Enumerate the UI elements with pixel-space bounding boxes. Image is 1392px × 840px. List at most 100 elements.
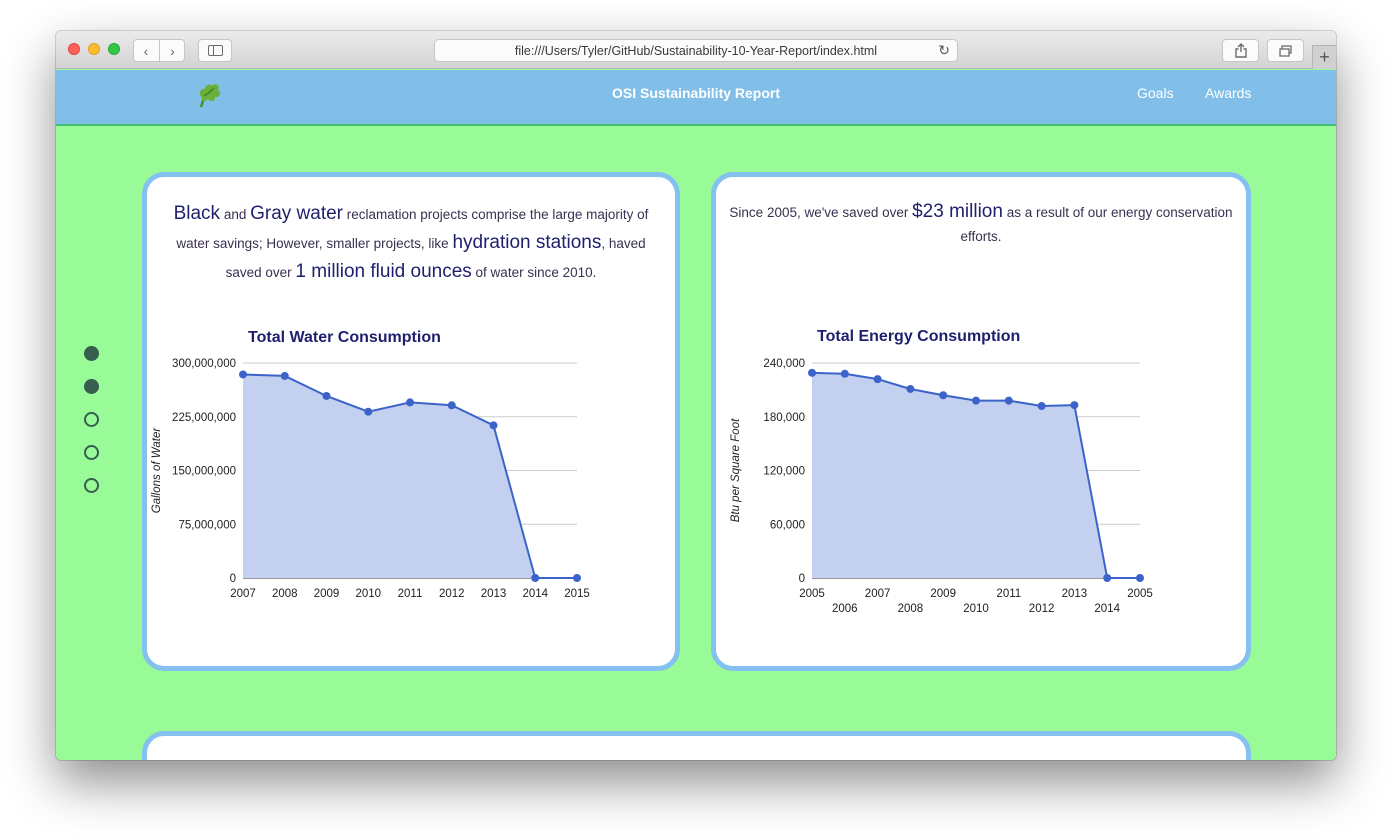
x-tick-label: 2013 <box>481 588 507 600</box>
highlight-black: Black <box>173 203 221 224</box>
x-tick-label: 2014 <box>522 588 548 600</box>
data-point <box>447 401 456 410</box>
nav-link-awards[interactable]: Awards <box>1205 85 1252 101</box>
back-button[interactable]: ‹ <box>133 40 159 61</box>
data-point <box>972 396 980 405</box>
next-section-card <box>142 731 1251 760</box>
x-tick-label: 2005 <box>1127 588 1153 600</box>
water-blurb: Black and Gray water reclamation project… <box>169 200 653 287</box>
leaf-logo-icon[interactable] <box>196 80 222 110</box>
x-tick-label: 2008 <box>272 588 298 600</box>
data-point <box>489 421 498 430</box>
share-button[interactable] <box>1222 39 1259 62</box>
plus-icon: + <box>1319 47 1330 67</box>
sidebar-toggle-button[interactable] <box>198 39 232 62</box>
chart-title: Total Water Consumption <box>248 329 441 346</box>
close-window-button[interactable] <box>68 43 80 55</box>
y-tick-label: 240,000 <box>763 358 805 370</box>
data-point <box>808 368 816 377</box>
site-title: OSI Sustainability Report <box>611 85 781 101</box>
highlight-fluid-ounces: 1 million fluid ounces <box>295 261 472 282</box>
x-tick-label: 2005 <box>799 588 825 600</box>
pager-dot[interactable] <box>84 478 99 493</box>
chart-title: Total Energy Consumption <box>817 328 1020 345</box>
sidebar-icon <box>207 45 223 56</box>
energy-blurb: Since 2005, we've saved over $23 million… <box>726 200 1236 249</box>
data-point <box>239 370 247 379</box>
highlight-hydration-stations: hydration stations <box>452 232 602 253</box>
x-tick-label: 2014 <box>1094 603 1120 615</box>
area-fill <box>812 372 1140 578</box>
y-tick-label: 120,000 <box>763 466 805 478</box>
blurb-text: Since 2005, we've saved over <box>729 205 913 220</box>
blurb-text: , haved saved over <box>225 236 646 280</box>
data-point <box>573 574 581 582</box>
pager-dot[interactable] <box>84 445 99 460</box>
energy-card: Since 2005, we've saved over $23 million… <box>711 172 1251 671</box>
browser-toolbar: ‹ › file:///Users/Tyler/GitHub/Sustainab… <box>56 31 1336 69</box>
y-tick-label: 0 <box>799 573 805 585</box>
y-tick-label: 0 <box>230 573 236 585</box>
water-consumption-chart: Total Water Consumption 0 75,000,000 150,00… <box>151 329 590 600</box>
data-point <box>873 375 882 384</box>
x-tick-label: 2012 <box>439 588 465 600</box>
data-point <box>1004 396 1013 405</box>
site-header: OSI Sustainability Report Goals Awards <box>56 70 1336 126</box>
reload-icon[interactable]: ↻ <box>938 42 950 58</box>
data-point <box>939 391 948 400</box>
show-tabs-button[interactable] <box>1267 39 1304 62</box>
highlight-savings: $23 million <box>912 201 1003 222</box>
data-point <box>1070 401 1079 410</box>
blurb-text: and <box>220 207 251 222</box>
chevron-right-icon: › <box>170 42 175 59</box>
data-point <box>1037 402 1046 410</box>
pager-dot[interactable] <box>84 379 99 394</box>
data-point <box>406 398 414 407</box>
energy-consumption-chart: Total Energy Consumption 0 60,000 120,000 18… <box>730 328 1153 615</box>
browser-window: ‹ › file:///Users/Tyler/GitHub/Sustainab… <box>56 31 1336 760</box>
data-point <box>1103 574 1112 582</box>
x-tick-label: 2009 <box>930 588 956 600</box>
x-tick-label: 2007 <box>230 588 256 600</box>
y-tick-label: 300,000,000 <box>172 358 236 370</box>
x-tick-label: 2010 <box>355 588 381 600</box>
pager-dot[interactable] <box>84 412 99 427</box>
data-point <box>906 384 915 393</box>
y-tick-label: 180,000 <box>763 412 805 424</box>
y-axis-label: Gallons of Water <box>151 427 163 514</box>
blurb-text: of water since 2010. <box>471 265 597 280</box>
water-card: Black and Gray water reclamation project… <box>142 172 680 671</box>
blurb-text: reclamation projects comprise the large … <box>176 207 649 251</box>
x-tick-label: 2009 <box>314 588 340 600</box>
x-tick-label: 2011 <box>996 588 1021 600</box>
history-nav: ‹ › <box>133 39 185 62</box>
url-text: file:///Users/Tyler/GitHub/Sustainabilit… <box>514 43 878 58</box>
data-point <box>1136 574 1144 582</box>
nav-link-goals[interactable]: Goals <box>1137 85 1174 101</box>
pager-dot[interactable] <box>84 346 99 361</box>
x-tick-label: 2010 <box>963 603 989 615</box>
address-bar[interactable]: file:///Users/Tyler/GitHub/Sustainabilit… <box>434 39 958 62</box>
y-tick-label: 60,000 <box>770 519 805 531</box>
x-tick-label: 2007 <box>865 588 891 600</box>
zoom-window-button[interactable] <box>108 43 120 55</box>
blurb-text: as a result of our energy conservation e… <box>960 205 1233 244</box>
tabs-icon <box>1279 44 1292 57</box>
forward-button[interactable]: › <box>159 40 185 61</box>
data-point <box>280 371 289 380</box>
minimize-window-button[interactable] <box>88 43 100 55</box>
y-tick-label: 75,000,000 <box>178 519 236 531</box>
data-point <box>364 407 373 416</box>
y-tick-label: 150,000,000 <box>172 466 236 478</box>
x-tick-label: 2011 <box>398 588 423 600</box>
highlight-gray-water: Gray water <box>250 203 344 224</box>
share-icon <box>1234 43 1247 58</box>
x-tick-label: 2012 <box>1029 603 1055 615</box>
y-axis-label: Btu per Square Foot <box>730 418 742 522</box>
x-tick-label: 2013 <box>1062 588 1088 600</box>
x-tick-label: 2006 <box>832 603 858 615</box>
y-tick-label: 225,000,000 <box>172 412 236 424</box>
data-point <box>840 369 849 378</box>
new-tab-button[interactable]: + <box>1312 45 1336 69</box>
x-tick-label: 2015 <box>564 588 590 600</box>
